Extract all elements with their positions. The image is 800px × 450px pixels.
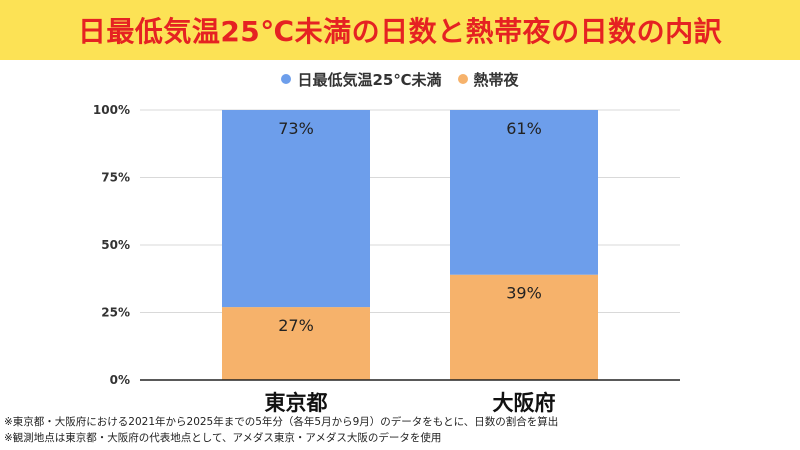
y-tick-label-2: 50% (101, 238, 130, 252)
footnote-2: ※観測地点は東京都・大阪府の代表地点として、アメダス東京・アメダス大阪のデータを… (4, 432, 442, 444)
data-label-below25-1: 61% (506, 119, 542, 138)
legend-item-below25: 日最低気温25℃未満 (281, 69, 442, 90)
data-label-tropical-1: 39% (506, 284, 542, 303)
legend-label-tropical: 熱帯夜 (473, 70, 519, 89)
x-category-label-0: 東京都 (265, 391, 328, 415)
footnotes: ※東京都・大阪府における2021年から2025年までの5年分（各年5月から9月）… (4, 414, 794, 446)
x-category-label-1: 大阪府 (493, 391, 556, 415)
bar-below25-0 (222, 110, 370, 308)
legend-swatch-tropical (457, 74, 468, 84)
legend-swatch-below25 (281, 74, 292, 84)
data-label-below25-0: 73% (278, 119, 314, 138)
chart-title: 日最低気温25℃未満の日数と熱帯夜の日数の内訳 (77, 15, 723, 48)
bar-tropical-1 (450, 274, 598, 380)
y-tick-label-3: 75% (101, 171, 130, 185)
footnote-1: ※東京都・大阪府における2021年から2025年までの5年分（各年5月から9月）… (4, 416, 559, 428)
chart-legend: 日最低気温25℃未満 熱帯夜 (0, 68, 800, 90)
data-label-tropical-0: 27% (278, 316, 314, 335)
bar-tropical-0 (222, 307, 370, 380)
y-tick-label-1: 25% (101, 306, 130, 320)
legend-label-below25: 日最低気温25℃未満 (297, 70, 442, 89)
y-tick-label-4: 100% (93, 103, 130, 117)
title-banner: 日最低気温25℃未満の日数と熱帯夜の日数の内訳 (0, 0, 800, 60)
legend-item-tropical: 熱帯夜 (457, 69, 519, 90)
bar-below25-1 (450, 110, 598, 275)
y-tick-label-0: 0% (110, 373, 130, 387)
